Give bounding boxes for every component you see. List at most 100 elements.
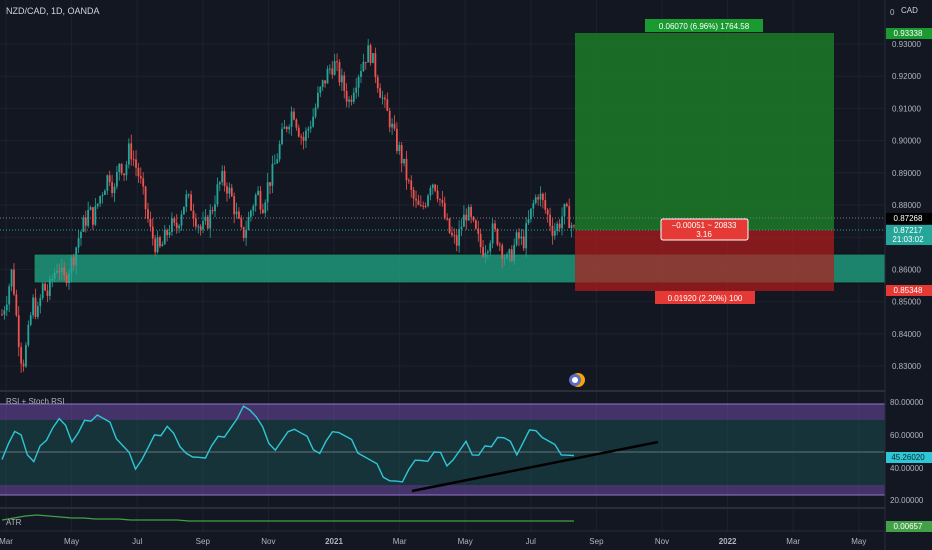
candle-body <box>80 231 82 239</box>
stop-price-text: 0.85348 <box>894 286 923 295</box>
candle-body <box>530 208 532 220</box>
candle-body <box>369 45 372 63</box>
candle-body <box>269 182 271 186</box>
candle-body <box>491 223 494 244</box>
rsi-trendline[interactable] <box>411 440 659 493</box>
candle-body <box>331 68 334 75</box>
candle-body <box>266 182 269 203</box>
price-tick: 0.88000 <box>892 201 921 210</box>
candle-body <box>436 190 439 200</box>
currency-label[interactable]: CAD <box>901 6 918 15</box>
candle-body <box>8 286 11 305</box>
candle-body <box>326 68 329 84</box>
candle-body <box>570 225 573 229</box>
candle-body <box>558 223 561 229</box>
candle-body <box>17 315 20 347</box>
candle-body <box>534 197 537 204</box>
atr-indicator-label[interactable]: ATR <box>6 518 22 527</box>
candle-body <box>407 180 410 182</box>
price-tick: 0.85000 <box>892 298 921 307</box>
rsi-value-text: 45.26020 <box>891 453 925 462</box>
candle-body <box>424 205 427 207</box>
time-tick: 2021 <box>325 537 343 546</box>
candle-body <box>455 235 458 246</box>
time-tick: Sep <box>196 537 211 546</box>
candle-body <box>226 186 228 194</box>
candle-body <box>410 180 413 190</box>
candle-body <box>34 297 37 317</box>
candle-body <box>546 209 549 215</box>
candle-body <box>453 235 456 237</box>
candle-body <box>230 187 233 197</box>
candle-body <box>161 244 164 247</box>
candle-body <box>139 176 142 179</box>
candle-body <box>443 202 446 219</box>
symbol-title[interactable]: NZD/CAD, 1D, OANDA <box>6 6 100 16</box>
candle-body <box>36 306 39 317</box>
candle-body <box>108 175 111 183</box>
rsi-tick: 20.00000 <box>890 496 924 505</box>
candle-body <box>89 207 92 211</box>
candle-body <box>104 190 106 195</box>
candle-body <box>123 173 125 176</box>
candle-body <box>96 203 99 207</box>
time-tick: Nov <box>655 537 669 546</box>
target-label-text: 0.06070 (6.96%) 1764.58 <box>659 22 750 31</box>
candle-body <box>13 269 15 295</box>
candle-body <box>477 228 480 234</box>
candle-body <box>367 45 370 63</box>
time-axis[interactable]: Mar May Jul Sep Nov 2021 Mar May Jul Sep Nov 2022 Ma… <box>0 537 866 546</box>
candle-body <box>470 206 472 217</box>
candle-body <box>510 249 513 261</box>
event-icon[interactable] <box>569 373 585 387</box>
candle-body <box>501 245 504 259</box>
candle-body <box>197 226 200 228</box>
rsi-line <box>1 405 575 483</box>
candle-body <box>565 203 568 207</box>
position-center-label: −0.00051 ~ 20833 3.16 <box>660 218 749 241</box>
candle-body <box>63 267 66 276</box>
candle-body <box>25 345 27 367</box>
candle-body <box>532 203 535 209</box>
candle-body <box>305 130 307 141</box>
candle-body <box>238 211 240 219</box>
axis-settings-icon[interactable]: 0 <box>890 8 895 17</box>
candle-body <box>515 232 518 245</box>
rsi-indicator-label[interactable]: RSI + Stoch RSI <box>6 397 65 406</box>
candle-body <box>46 290 49 296</box>
time-tick: May <box>64 537 79 546</box>
candle-body <box>388 110 391 128</box>
candle-body <box>185 194 188 207</box>
price-tick: 0.86000 <box>892 265 921 274</box>
rsi-pane <box>0 403 885 496</box>
time-tick: Nov <box>261 537 275 546</box>
candle-body <box>300 136 303 138</box>
candle-body <box>350 99 353 102</box>
candle-body <box>233 196 236 215</box>
time-tick: Mar <box>0 537 13 546</box>
candle-body <box>144 186 147 210</box>
candle-body <box>115 172 118 187</box>
candle-body <box>336 61 338 63</box>
candle-body <box>3 310 6 315</box>
candle-body <box>209 210 212 229</box>
candle-body <box>58 270 61 273</box>
candle-body <box>503 258 506 260</box>
target-zone[interactable] <box>575 33 834 230</box>
candle-body <box>285 126 288 130</box>
candle-body <box>309 126 312 129</box>
candle-body <box>168 232 171 236</box>
candle-body <box>384 97 386 100</box>
candle-body <box>32 297 35 316</box>
candle-body <box>338 62 341 83</box>
candle-body <box>173 218 176 223</box>
candle-body <box>250 210 252 217</box>
candle-body <box>94 206 97 225</box>
candle-body <box>252 206 255 211</box>
candle-body <box>254 194 257 207</box>
candle-body <box>549 214 551 226</box>
candle-body <box>257 190 259 195</box>
candle-body <box>48 279 51 296</box>
candle-body <box>317 92 319 108</box>
